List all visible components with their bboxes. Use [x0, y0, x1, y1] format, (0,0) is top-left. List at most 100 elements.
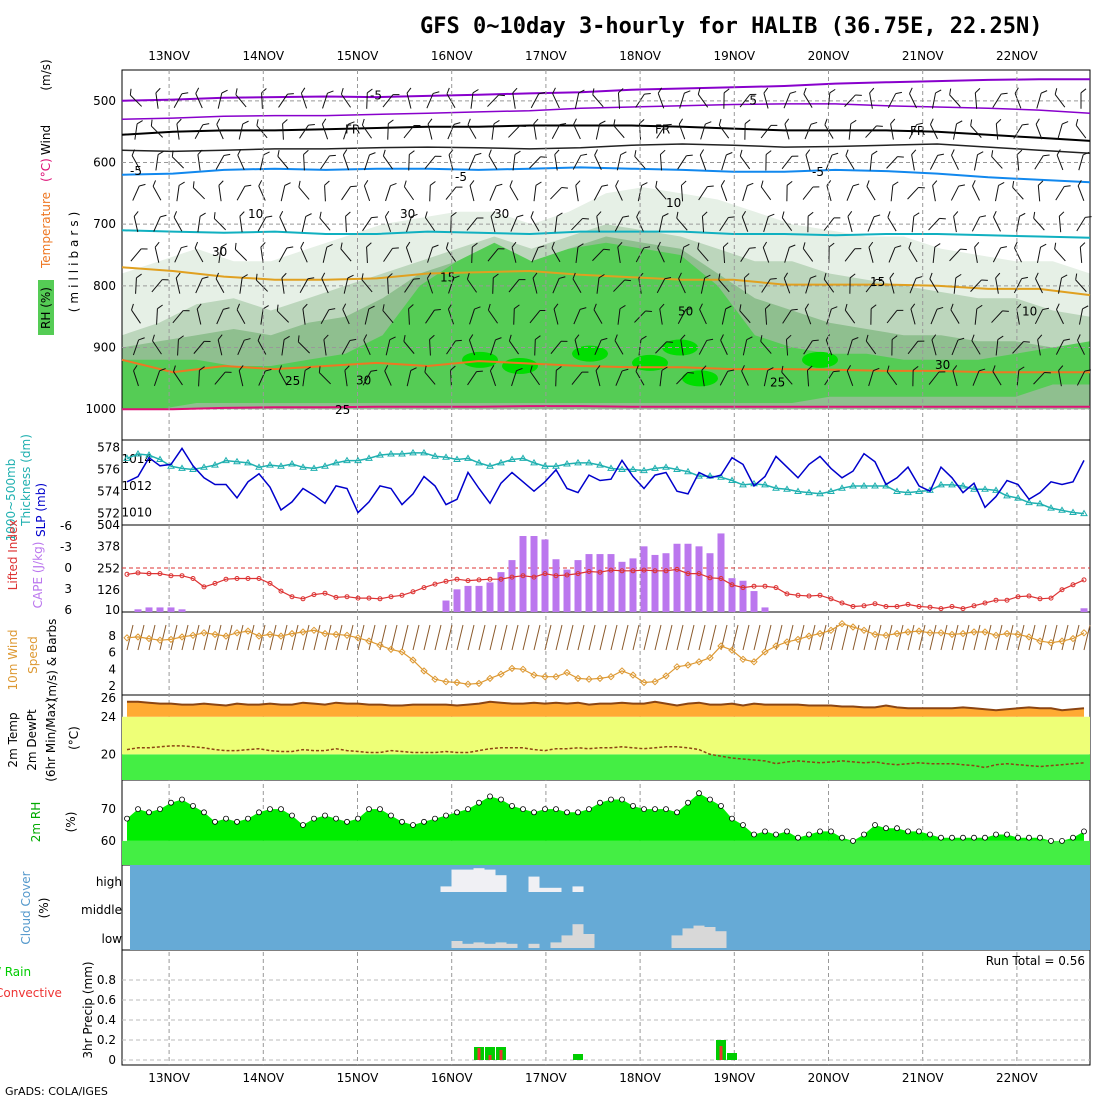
wind-barb-staff [468, 154, 476, 171]
wind-barb-flag [469, 180, 475, 186]
wind-barb-flag [155, 87, 161, 94]
wind-barb-flag [784, 118, 790, 125]
wind-barb-staff [865, 340, 877, 355]
rh2m-marker-79 [993, 831, 999, 838]
pressure-tick-5: 1000 [85, 402, 116, 416]
rh2m-marker-55 [729, 815, 735, 822]
cape-bar-51 [684, 543, 692, 612]
wind-barb-flag [697, 242, 700, 250]
wind-barb-35-1 [865, 125, 883, 138]
wind-barb-flag [216, 118, 221, 125]
wind-barb-flag [403, 334, 406, 342]
wind-barb-staff [175, 277, 181, 294]
wind-barb-flag [141, 248, 148, 250]
wind-barb-8-2 [303, 149, 309, 171]
wind-barb-flag [371, 216, 378, 219]
wind-barb-30-5 [762, 241, 770, 263]
wind-barb-5-2 [237, 149, 245, 171]
wind-barb-flag [1002, 310, 1009, 312]
rh2m-marker-46 [630, 803, 636, 809]
wind-barb-8-5 [300, 241, 308, 263]
thickness-marker-68 [871, 482, 879, 489]
cloud-high-bar-31 [462, 869, 474, 892]
wind-barb-staff [931, 92, 937, 109]
wind-barb-flag [998, 182, 1005, 186]
wind-barb-flag [283, 335, 290, 341]
wind-barb-23-5 [617, 242, 623, 263]
wind-barb-30-0 [763, 87, 769, 109]
wind-barb-staff [932, 246, 936, 264]
wind-barb-staff [257, 216, 267, 232]
wind-barb-14-5 [427, 244, 439, 263]
rh2m-marker-43 [597, 799, 603, 806]
wind-barb-flag [328, 308, 336, 311]
wind-barb-flag [770, 124, 778, 126]
wind-barb-staff [321, 123, 329, 140]
wind-barb-15-1 [447, 122, 461, 140]
wind-barb-staff [425, 309, 435, 324]
wind-barb-staff [320, 155, 330, 170]
wind-barb-flag [956, 120, 963, 125]
thickness-marker-42 [585, 458, 593, 466]
li-marker-40 [564, 572, 570, 578]
wind-barb-flag [215, 272, 220, 279]
wind-barb-2-8 [177, 335, 184, 356]
wind-speed-marker-57 [750, 658, 758, 666]
wind-barb-staff [571, 218, 583, 231]
wind-barb-staff [659, 370, 663, 387]
wind-barb-23-0 [617, 88, 624, 109]
wind-speed-marker-70 [893, 629, 901, 638]
slp-label: SLP (mb) [34, 483, 48, 537]
wind-barb-flag [319, 211, 322, 219]
wind-barb-29-8 [742, 336, 753, 356]
wind-barb-staff [658, 216, 664, 233]
wind-barb-36-1 [890, 118, 896, 140]
wind10m-barb-32 [478, 624, 486, 651]
wind-barb-staff [363, 185, 371, 202]
wind-barb-flag [810, 275, 817, 279]
wind-barb-20-1 [551, 122, 567, 139]
wind-barb-45-2 [1078, 151, 1090, 171]
rh2m-marker-83 [1037, 834, 1043, 841]
wind-barb-5-6 [239, 274, 248, 294]
wind-barb-flag [278, 365, 283, 372]
wind-barb-staff [1035, 278, 1043, 294]
wind-barb-flag [204, 340, 211, 343]
rh-core-2 [572, 345, 608, 362]
cloud-middle-label: middle [81, 903, 122, 917]
wind-barb-19-6 [532, 272, 538, 294]
wind-barb-staff [949, 248, 961, 262]
wind-barb-flag [384, 365, 389, 372]
wind-barb-flag [845, 149, 849, 156]
wind-barb-flag [572, 272, 576, 280]
li-marker-26 [410, 589, 416, 595]
wind-barb-staff [529, 310, 541, 324]
wind-speed-marker-6 [189, 631, 197, 640]
wind-barb-flag [213, 212, 216, 219]
wind-barb-42-9 [1016, 366, 1025, 387]
wind-barb-26-2 [677, 154, 693, 170]
slp-line [126, 447, 1085, 514]
wind-barb-flag [429, 334, 435, 340]
wind-barb-37-9 [912, 365, 919, 387]
wind-barb-staff [657, 93, 665, 109]
wind-barb-staff [848, 123, 852, 140]
wind-barb-26-7 [677, 307, 693, 324]
wind-barb-flag [1037, 334, 1043, 340]
wind-barb-20-6 [552, 276, 566, 294]
wind10m-barb-79 [995, 624, 1003, 651]
wind-barb-23-4 [614, 215, 630, 232]
pressure-tick-3: 800 [93, 279, 116, 293]
wind-barb-staff [573, 309, 581, 325]
wind-barb-staff [155, 92, 159, 109]
wind-barb-flag [1062, 121, 1069, 125]
wind-barb-staff [261, 92, 263, 109]
wind-barb-staff [152, 186, 162, 201]
wind-barb-staff [573, 124, 581, 140]
rh2m-marker-52 [696, 790, 702, 797]
wind-barb-staff [384, 370, 392, 386]
wind-barb-12-5 [383, 247, 399, 262]
precip-total-bar-41 [573, 1054, 583, 1060]
wind10m-barb-6 [192, 624, 200, 651]
li-tick-3: 3 [64, 582, 72, 596]
